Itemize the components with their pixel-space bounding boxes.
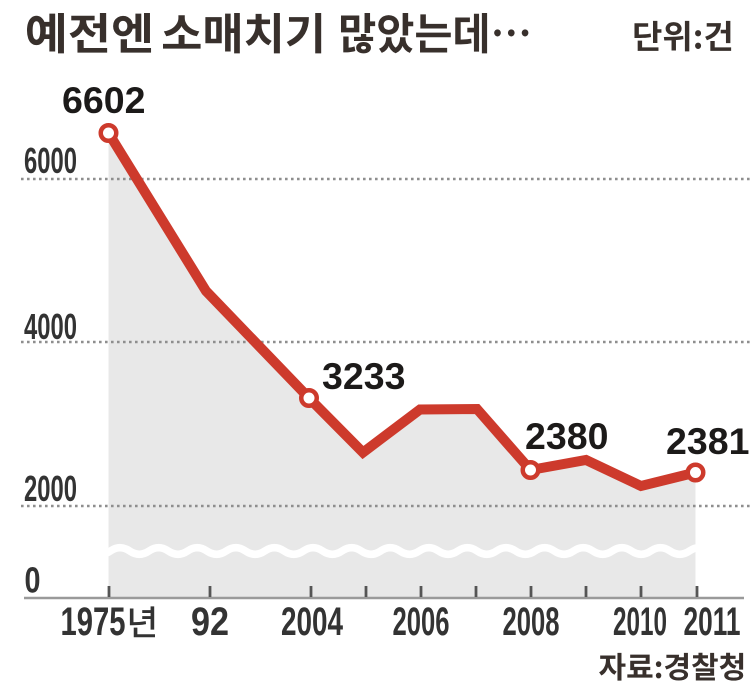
svg-text:2381: 2381 bbox=[666, 420, 749, 462]
svg-text:2010: 2010 bbox=[613, 600, 667, 644]
svg-text:3233: 3233 bbox=[322, 355, 405, 397]
svg-text:4000: 4000 bbox=[24, 306, 77, 347]
svg-text:0: 0 bbox=[25, 560, 41, 601]
svg-text:2004: 2004 bbox=[281, 600, 344, 644]
svg-text:92: 92 bbox=[191, 600, 229, 644]
svg-text:2000: 2000 bbox=[24, 468, 77, 509]
svg-text:1975: 1975 bbox=[61, 600, 126, 644]
svg-text:2011: 2011 bbox=[684, 600, 741, 644]
svg-text:2380: 2380 bbox=[525, 415, 608, 457]
svg-text:2006: 2006 bbox=[393, 600, 450, 644]
svg-text:6000: 6000 bbox=[24, 140, 77, 181]
svg-text:6602: 6602 bbox=[62, 79, 145, 121]
svg-text:2008: 2008 bbox=[503, 600, 560, 644]
